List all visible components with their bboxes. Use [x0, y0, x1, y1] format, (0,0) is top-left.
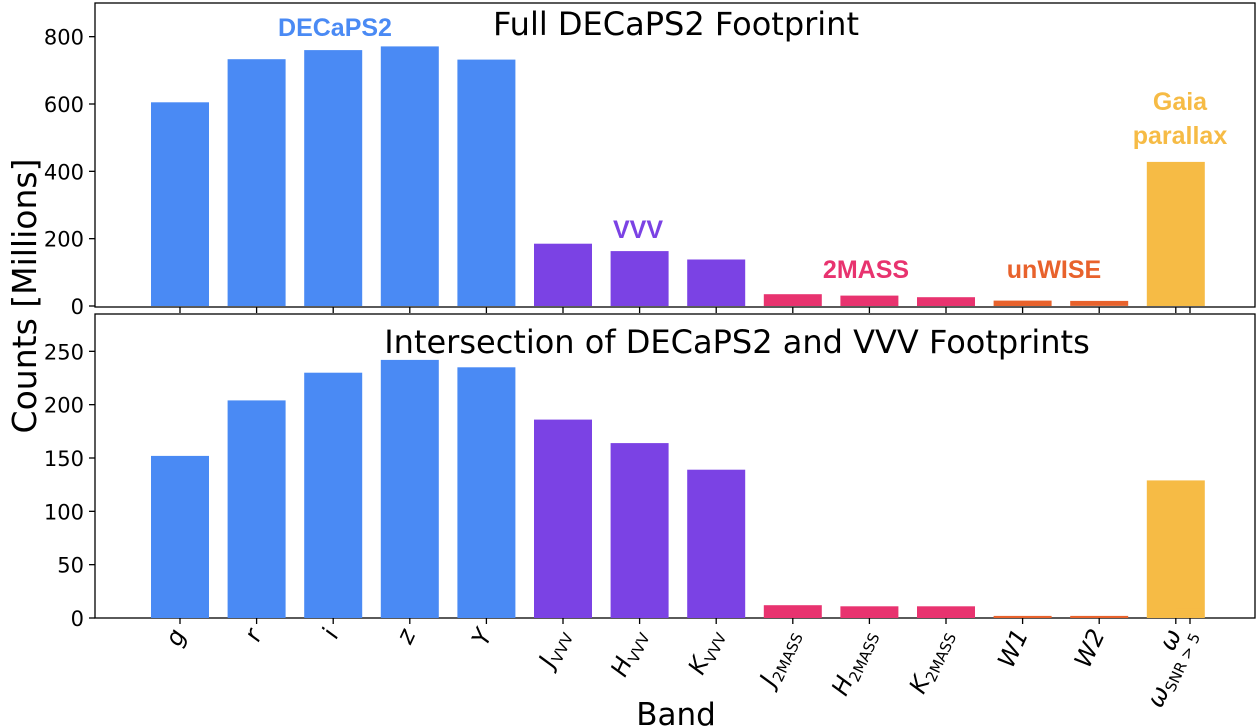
- top-bar-9: [840, 295, 899, 306]
- group-label-gaia: Gaia: [1153, 88, 1208, 116]
- top-ytick-label-0: 0: [71, 295, 84, 319]
- bottom-bar-7: [687, 469, 746, 618]
- top-panel-y-axis: 0 200 400 600 800: [44, 26, 95, 319]
- bottom-ytick-label-4: 200: [44, 394, 84, 418]
- top-bar-6: [610, 251, 669, 306]
- top-bar-1: [227, 59, 286, 307]
- top-panel-title: Full DECaPS2 Footprint: [493, 5, 859, 43]
- top-bar-8: [763, 294, 822, 306]
- top-bar-omega-snr: [1176, 292, 1204, 306]
- bottom-bar-3: [380, 359, 439, 618]
- top-bar-11: [993, 300, 1052, 306]
- xtick-label-7: KVVV: [683, 624, 731, 680]
- bottom-bar-9: [840, 606, 899, 618]
- xtick-label-11: W1: [992, 625, 1034, 672]
- bottom-bar-12: [1070, 615, 1129, 618]
- bottom-bar-10: [917, 606, 975, 618]
- bottom-bar-0: [151, 455, 209, 618]
- bottom-bar-1: [227, 400, 286, 618]
- top-ytick-label-4: 800: [44, 26, 84, 50]
- bottom-bar-4: [457, 367, 516, 618]
- top-ytick-label-2: 400: [44, 160, 84, 184]
- bottom-ytick-label-2: 100: [44, 500, 84, 524]
- xtick-label-9: H2MASS: [826, 625, 884, 701]
- bottom-ytick-label-0: 0: [71, 607, 84, 631]
- bottom-ytick-label-3: 150: [44, 447, 84, 471]
- top-ytick-label-1: 200: [44, 228, 84, 252]
- bottom-bar-11: [993, 615, 1052, 618]
- group-label-vvv: VVV: [613, 216, 663, 244]
- group-label-unwise: unWISE: [1007, 256, 1101, 284]
- top-bar-13: [1146, 161, 1205, 306]
- top-ytick-label-3: 600: [44, 93, 84, 117]
- xtick-label-2: i: [316, 624, 344, 642]
- top-bar-4: [457, 59, 516, 306]
- x-axis-label: Band: [636, 697, 716, 728]
- group-label-2mass: 2MASS: [823, 256, 909, 284]
- bottom-bar-omega-snr: [1176, 608, 1204, 618]
- bottom-panel-bars: [151, 359, 1205, 618]
- xtick-label-12: W2: [1069, 625, 1111, 672]
- top-panel-frame: [94, 2, 1256, 308]
- top-bar-0: [151, 102, 209, 306]
- xtick-label-3: z: [390, 623, 422, 648]
- bottom-bar-2: [304, 372, 363, 618]
- top-bar-3: [380, 46, 439, 307]
- bottom-bar-5: [534, 419, 592, 618]
- bottom-bar-6: [610, 443, 669, 618]
- xtick-label-6: HVVV: [605, 624, 654, 682]
- bottom-ytick-label-5: 250: [44, 340, 84, 364]
- y-axis-label: Counts [Millions]: [5, 159, 44, 434]
- top-bar-2: [304, 50, 363, 306]
- xtick-label-0: g: [160, 625, 192, 651]
- bottom-panel-y-axis: 0 50 100 150 200 250: [44, 340, 95, 631]
- xtick-label-10: K2MASS: [904, 625, 961, 699]
- bottom-panel-title: Intersection of DECaPS2 and VVV Footprin…: [384, 323, 1090, 361]
- top-panel-bars: [151, 46, 1205, 307]
- xtick-label-1: r: [238, 623, 268, 646]
- xtick-label-5: JVVV: [531, 624, 577, 676]
- top-bar-5: [534, 243, 592, 306]
- group-label-gaia-parallax: parallax: [1133, 122, 1228, 150]
- bottom-panel-frame: [94, 313, 1256, 619]
- bottom-bar-13: [1146, 480, 1205, 618]
- xtick-label-4: Y: [466, 623, 499, 650]
- top-bar-10: [917, 297, 975, 306]
- top-bar-12: [1070, 300, 1129, 306]
- bottom-ytick-label-1: 50: [57, 554, 84, 578]
- bottom-bar-8: [763, 605, 822, 618]
- xtick-label-8: J2MASS: [752, 625, 807, 695]
- group-label-decaps2: DECaPS2: [278, 14, 392, 42]
- top-bar-7: [687, 259, 746, 306]
